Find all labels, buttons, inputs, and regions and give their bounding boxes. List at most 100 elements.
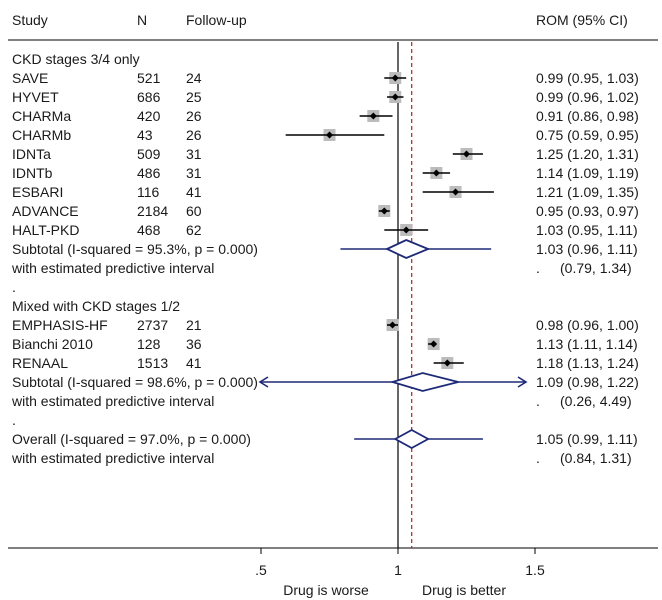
study-follow-up: 62 (186, 222, 202, 238)
forest-row-pi: with estimated predictive interval. (0.84… (11, 450, 632, 466)
forest-row-group: CKD stages 3/4 only (12, 51, 140, 67)
study-point (463, 150, 470, 158)
study-n: 486 (137, 165, 161, 181)
forest-row-study: EMPHASIS-HF 2737 21 0.98 (0.96, 1.00) (12, 317, 639, 333)
study-ci-text: 1.03 (0.95, 1.11) (536, 222, 638, 238)
x-label-worse: Drug is worse (283, 582, 369, 598)
study-label: ADVANCE (12, 203, 79, 219)
study-label: SAVE (12, 70, 48, 86)
study-follow-up: 26 (186, 108, 202, 124)
study-n: 420 (137, 108, 161, 124)
study-n: 2737 (137, 317, 168, 333)
study-n: 521 (137, 70, 161, 86)
forest-row-pi: with estimated predictive interval. (0.26… (11, 393, 632, 409)
study-follow-up: 36 (186, 336, 202, 352)
subtotal-label: Overall (I-squared = 97.0%, p = 0.000) (12, 431, 251, 447)
study-follow-up: 24 (186, 70, 202, 86)
interval-arrow-left (258, 376, 269, 388)
study-follow-up: 41 (186, 184, 202, 200)
forest-rows: CKD stages 3/4 only SAVE 521 24 0.99 (0.95, … (11, 51, 639, 466)
study-point (430, 340, 438, 348)
forest-row-study: IDNTa 509 31 1.25 (1.20, 1.31) (12, 146, 639, 162)
study-ci-text: 0.75 (0.59, 0.95) (536, 127, 639, 143)
study-follow-up: 25 (186, 89, 202, 105)
header-row: Study N Follow-up ROM (95% CI) (12, 12, 628, 28)
forest-row-subtotal: Overall (I-squared = 97.0%, p = 0.000) 1.… (12, 428, 638, 450)
study-ci-text: 1.25 (1.20, 1.31) (536, 146, 639, 162)
study-ci-text: 1.21 (1.09, 1.35) (536, 184, 639, 200)
x-tick-label: 1 (394, 562, 402, 578)
study-label: RENAAL (12, 355, 68, 371)
study-point (380, 207, 388, 215)
study-follow-up: 31 (186, 165, 202, 181)
interval-arrow-right (517, 376, 528, 388)
predictive-interval-dot: . (536, 393, 540, 409)
predictive-interval-text: (0.79, 1.34) (560, 260, 632, 276)
study-ci-text: 0.91 (0.86, 0.98) (536, 108, 639, 124)
study-ci-text: 0.95 (0.93, 0.97) (536, 203, 639, 219)
header-n: N (137, 12, 147, 28)
study-n: 468 (137, 222, 161, 238)
study-follow-up: 60 (186, 203, 202, 219)
subtotal-ci-text: 1.05 (0.99, 1.11) (536, 431, 638, 447)
study-n: 43 (137, 127, 153, 143)
study-n: 2184 (137, 203, 168, 219)
subtotal-label: Subtotal (I-squared = 95.3%, p = 0.000) (12, 241, 258, 257)
study-point (402, 226, 410, 234)
x-label-better: Drug is better (422, 582, 506, 598)
forest-row-study: CHARMa 420 26 0.91 (0.86, 0.98) (12, 108, 639, 124)
subtotal-ci-text: 1.09 (0.98, 1.22) (536, 374, 639, 390)
study-ci-text: 0.99 (0.95, 1.03) (536, 70, 639, 86)
predictive-interval-text: (0.84, 1.31) (560, 450, 632, 466)
study-point (389, 321, 397, 329)
study-follow-up: 41 (186, 355, 202, 371)
forest-row-study: RENAAL 1513 41 1.18 (1.13, 1.24) (12, 355, 639, 371)
study-label: CHARMb (12, 127, 71, 143)
study-point (452, 188, 460, 196)
study-label: Bianchi 2010 (12, 336, 93, 352)
study-label: IDNTb (12, 165, 53, 181)
separator-dot: . (12, 412, 16, 428)
group-heading: Mixed with CKD stages 1/2 (12, 298, 180, 314)
x-tick-label: .5 (255, 562, 267, 578)
study-n: 128 (137, 336, 161, 352)
study-ci-text: 0.99 (0.96, 1.02) (536, 89, 639, 105)
study-follow-up: 26 (186, 127, 202, 143)
predictive-interval-dot: . (536, 260, 540, 276)
subtotal-label: Subtotal (I-squared = 98.6%, p = 0.000) (12, 374, 258, 390)
subtotal-ci-text: 1.03 (0.96, 1.11) (536, 241, 638, 257)
study-n: 116 (137, 184, 160, 200)
x-axis: Drug is worse Drug is better .5 1 1.5 (255, 548, 545, 598)
study-label: IDNTa (12, 146, 51, 162)
forest-row-study: HALT-PKD 468 62 1.03 (0.95, 1.11) (12, 222, 638, 238)
forest-row-study: CHARMb 43 26 0.75 (0.59, 0.95) (12, 127, 639, 143)
forest-row-sep: . (12, 412, 16, 428)
predictive-interval-label: with estimated predictive interval (11, 393, 214, 409)
study-ci-text: 0.98 (0.96, 1.00) (536, 317, 639, 333)
study-follow-up: 21 (186, 317, 202, 333)
study-n: 1513 (137, 355, 168, 371)
predictive-interval-text: (0.26, 4.49) (560, 393, 632, 409)
study-label: HALT-PKD (12, 222, 79, 238)
forest-row-sep: . (12, 279, 16, 295)
forest-row-study: SAVE 521 24 0.99 (0.95, 1.03) (12, 70, 639, 86)
study-point (391, 74, 399, 82)
study-point (443, 359, 451, 367)
study-point (391, 93, 399, 101)
predictive-interval-label: with estimated predictive interval (11, 260, 214, 276)
x-tick-label: 1.5 (525, 562, 545, 578)
study-label: EMPHASIS-HF (12, 317, 108, 333)
forest-row-subtotal: Subtotal (I-squared = 98.6%, p = 0.000) 1… (12, 372, 639, 392)
group-heading: CKD stages 3/4 only (12, 51, 140, 67)
study-point (432, 169, 440, 177)
pooled-diamond (393, 428, 431, 450)
study-ci-text: 1.13 (1.11, 1.14) (536, 336, 638, 352)
study-point (369, 112, 377, 120)
predictive-interval-dot: . (536, 450, 540, 466)
reference-lines (397, 42, 413, 548)
forest-row-subtotal: Subtotal (I-squared = 95.3%, p = 0.000) 1… (12, 239, 638, 259)
header-follow-up: Follow-up (186, 12, 247, 28)
study-label: HYVET (12, 89, 59, 105)
pooled-diamond (384, 239, 431, 259)
